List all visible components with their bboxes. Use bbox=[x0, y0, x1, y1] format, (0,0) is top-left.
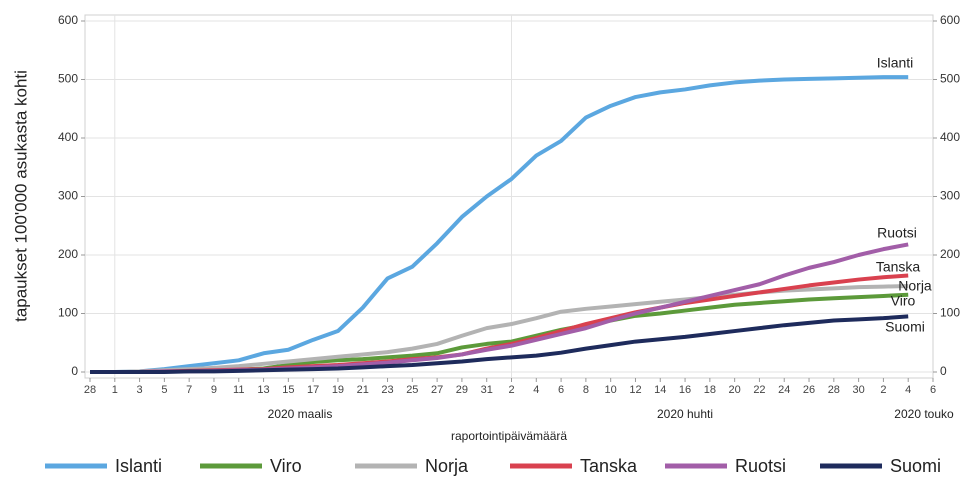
series-end-label: Viro bbox=[891, 293, 916, 309]
x-tick-label: 4 bbox=[533, 384, 539, 396]
x-tick-label: 23 bbox=[381, 384, 393, 396]
x-tick-label: 2 bbox=[508, 384, 514, 396]
series-line bbox=[90, 314, 909, 374]
y2-tick-label: 500 bbox=[940, 72, 960, 86]
x-tick-label: 28 bbox=[84, 384, 96, 396]
x-tick-label: 6 bbox=[558, 384, 564, 396]
legend-label: Islanti bbox=[115, 456, 162, 476]
x-tick-label: 2 bbox=[880, 384, 886, 396]
y-tick-label: 0 bbox=[71, 364, 78, 378]
x-tick-label: 3 bbox=[137, 384, 143, 396]
x-tick-label: 31 bbox=[481, 384, 493, 396]
y-tick-label: 200 bbox=[58, 247, 78, 261]
x-tick-label: 26 bbox=[803, 384, 815, 396]
series-end-label: Islanti bbox=[877, 55, 914, 71]
x-tick-label: 1 bbox=[112, 384, 118, 396]
legend-label: Suomi bbox=[890, 456, 941, 476]
x-tick-label: 6 bbox=[930, 384, 936, 396]
month-label: 2020 maalis bbox=[268, 407, 333, 421]
x-tick-label: 15 bbox=[282, 384, 294, 396]
x-tick-label: 5 bbox=[161, 384, 167, 396]
x-tick-label: 18 bbox=[704, 384, 716, 396]
x-tick-label: 30 bbox=[852, 384, 864, 396]
series-line bbox=[90, 75, 909, 374]
x-tick-label: 19 bbox=[332, 384, 344, 396]
x-tick-label: 27 bbox=[431, 384, 443, 396]
x-tick-label: 4 bbox=[905, 384, 911, 396]
y-tick-label: 400 bbox=[58, 130, 78, 144]
x-tick-label: 16 bbox=[679, 384, 691, 396]
legend-label: Tanska bbox=[580, 456, 638, 476]
month-label: 2020 huhti bbox=[657, 407, 713, 421]
x-tick-label: 24 bbox=[778, 384, 790, 396]
x-tick-label: 22 bbox=[753, 384, 765, 396]
y2-tick-label: 300 bbox=[940, 189, 960, 203]
x-tick-label: 10 bbox=[605, 384, 617, 396]
x-tick-label: 14 bbox=[654, 384, 666, 396]
y2-tick-label: 200 bbox=[940, 247, 960, 261]
x-tick-label: 25 bbox=[406, 384, 418, 396]
legend-label: Viro bbox=[270, 456, 302, 476]
y-axis-label: tapaukset 100'000 asukasta kohti bbox=[11, 70, 30, 322]
y2-tick-label: 100 bbox=[940, 306, 960, 320]
series-end-label: Suomi bbox=[885, 319, 925, 335]
x-axis-label: raportointipäivämäärä bbox=[451, 429, 567, 443]
y-tick-label: 500 bbox=[58, 72, 78, 86]
series-end-label: Ruotsi bbox=[877, 225, 917, 241]
y-tick-label: 300 bbox=[58, 189, 78, 203]
legend-label: Ruotsi bbox=[735, 456, 786, 476]
month-label: 2020 touko bbox=[894, 407, 954, 421]
y2-tick-label: 0 bbox=[940, 364, 947, 378]
x-tick-label: 8 bbox=[583, 384, 589, 396]
series-end-label: Tanska bbox=[876, 259, 921, 275]
x-tick-label: 28 bbox=[828, 384, 840, 396]
y-tick-label: 100 bbox=[58, 306, 78, 320]
y-tick-label: 600 bbox=[58, 13, 78, 27]
x-tick-label: 11 bbox=[233, 384, 244, 396]
x-tick-label: 9 bbox=[211, 384, 217, 396]
x-tick-label: 12 bbox=[629, 384, 641, 396]
x-tick-label: 20 bbox=[729, 384, 741, 396]
x-tick-label: 29 bbox=[456, 384, 468, 396]
y2-tick-label: 600 bbox=[940, 13, 960, 27]
legend-label: Norja bbox=[425, 456, 469, 476]
y2-tick-label: 400 bbox=[940, 130, 960, 144]
x-tick-label: 7 bbox=[186, 384, 192, 396]
series-end-label: Norja bbox=[898, 278, 932, 294]
x-tick-label: 21 bbox=[357, 384, 369, 396]
x-tick-label: 17 bbox=[307, 384, 319, 396]
x-tick-label: 13 bbox=[257, 384, 269, 396]
